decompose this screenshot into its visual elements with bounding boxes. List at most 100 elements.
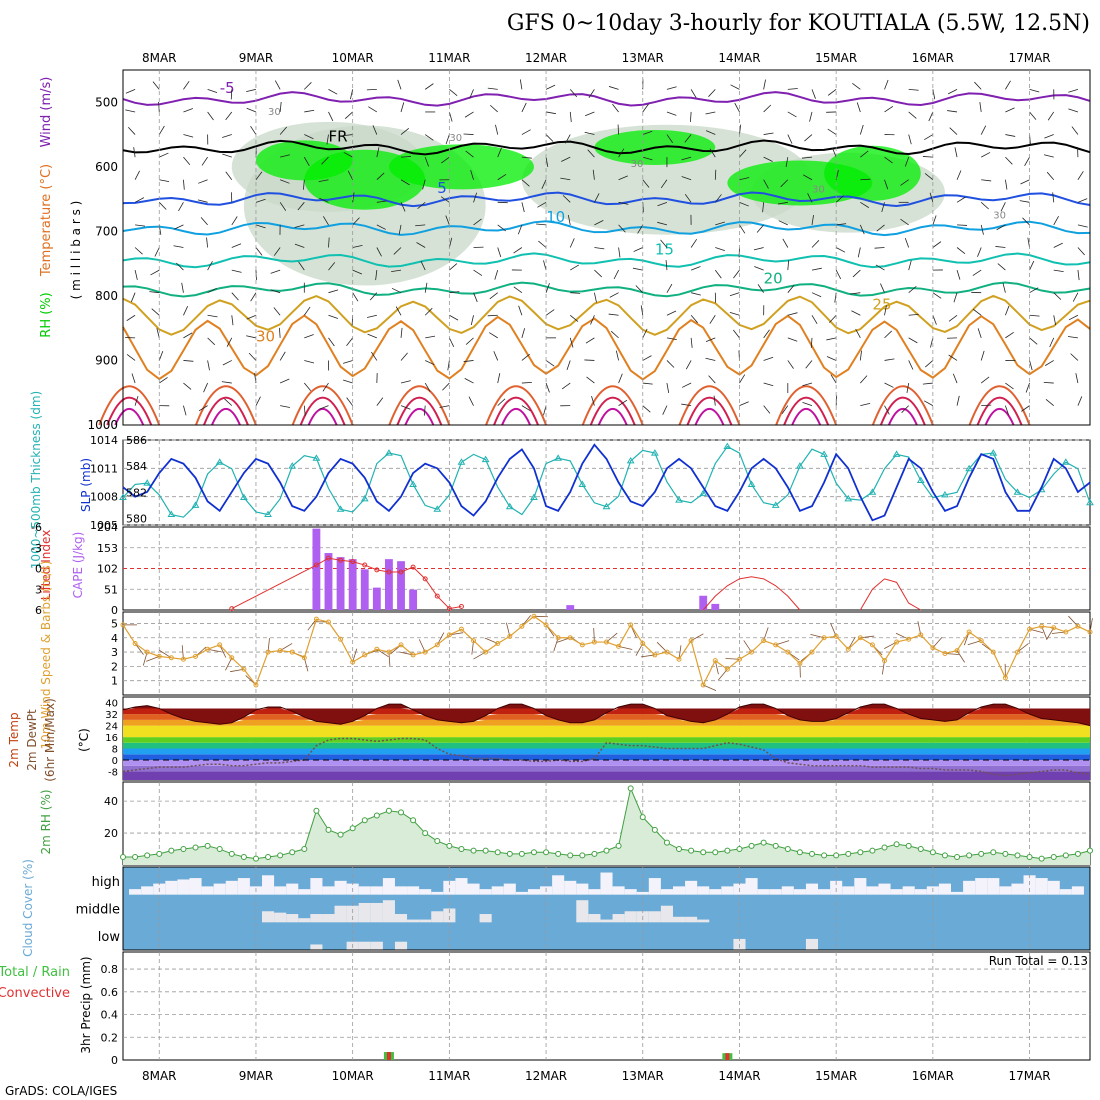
wind-barb [226, 337, 233, 347]
lifted-index-point [338, 557, 344, 563]
wind-barb [642, 355, 652, 361]
wind-barb [584, 359, 595, 361]
wind-barb [425, 335, 436, 339]
wind10m-tick: 5 [111, 617, 118, 630]
rh2m-point [216, 846, 223, 853]
rh2m-point [579, 852, 586, 859]
cloud-cell [612, 886, 625, 895]
wind-barb [134, 270, 138, 280]
date-tick-top: 8MAR [142, 51, 177, 65]
wind-barb [449, 89, 458, 96]
wind-barb [739, 177, 750, 181]
thickness-point [336, 505, 345, 512]
thickness-point [143, 479, 152, 486]
wind-barb [709, 148, 716, 158]
chart-title: GFS 0~10day 3-hourly for KOUTIALA (5.5W,… [507, 11, 1090, 36]
cloud-cell [624, 911, 637, 923]
cloud-cell [769, 889, 782, 895]
wind10m-point [676, 656, 682, 662]
date-tick-bottom: 15MAR [815, 1069, 857, 1083]
wind10m-point [168, 655, 174, 661]
rh-contour-label: 30 [812, 185, 825, 196]
wind-barb [448, 237, 453, 248]
wind-barb [201, 156, 208, 166]
rh2m-point [1074, 850, 1081, 857]
wind-barb [368, 106, 378, 113]
rh-contour-label: 30 [268, 107, 281, 118]
warm-isotherm-loop [388, 385, 451, 426]
wind-barb [206, 237, 209, 248]
wind-barb [588, 89, 595, 98]
wind-barb [424, 382, 431, 392]
isotherm [122, 191, 1091, 208]
rh2m-point [1014, 852, 1021, 859]
wind-barb [585, 337, 595, 344]
pressure-tick: 600 [95, 160, 118, 174]
wind-barb [221, 381, 232, 384]
wind-barb [881, 202, 885, 213]
cloud-cell [310, 944, 323, 950]
wind-barb [922, 382, 933, 385]
wind-barb [489, 332, 498, 339]
pressure-tick: 900 [95, 353, 118, 367]
isotherm [122, 294, 1091, 336]
wind-barb [1025, 382, 1030, 393]
rh2m-point [301, 846, 308, 853]
wind-barb [225, 171, 233, 180]
wind-barb [705, 111, 716, 115]
rh2m-point [470, 847, 477, 854]
thickness-point [554, 454, 563, 461]
wind-barb [304, 360, 315, 364]
wind10m-point [809, 649, 815, 655]
wind-barb [714, 269, 722, 279]
date-tick-top: 14MAR [718, 51, 760, 65]
thickness-point [747, 480, 756, 487]
wind-barb [592, 169, 595, 180]
wind-barb [859, 350, 862, 361]
wind10m-point [277, 648, 283, 654]
wind-barb [835, 195, 844, 203]
cape-tick: 204 [97, 521, 118, 534]
pressure-tick: 800 [95, 289, 118, 303]
wind-barb [811, 267, 822, 271]
wind-barb [521, 202, 525, 213]
cloud-cell [407, 919, 420, 923]
wind-barb [904, 156, 910, 167]
wind10m-point [519, 623, 525, 629]
cloud-cell [805, 938, 819, 950]
rh2m-point [361, 817, 368, 824]
temp2m-tick: -8 [108, 767, 118, 778]
wind-barb [856, 102, 861, 113]
wind-barb [303, 306, 311, 316]
wind-barb [521, 156, 532, 159]
wind10m-point [253, 682, 259, 688]
wind-barb [594, 193, 600, 203]
thickness-point [191, 501, 200, 508]
wind-barb [610, 330, 619, 339]
cloud-cell [588, 914, 601, 923]
wind-barb [231, 269, 242, 273]
wind-barb [932, 292, 942, 299]
wind10m-point [857, 635, 863, 641]
wind-barb [545, 134, 554, 142]
temp2m-ylabel: (°C) [77, 728, 91, 752]
wind-barb [183, 80, 190, 90]
rh2m-point [712, 849, 719, 856]
wind10m-point [132, 640, 138, 646]
cloud-cell [854, 878, 867, 895]
wind-barb [521, 129, 531, 135]
rh2m-point [784, 846, 791, 853]
cloud-cell [491, 886, 504, 895]
wind10m-point [1075, 623, 1081, 629]
wind-barb [255, 171, 263, 180]
thickness-slp-panel: 580 582 584 586 1005 1008 1011 1014 1000~500mb T… [29, 391, 1094, 569]
wind-barb [135, 224, 146, 227]
wind10m-point [894, 639, 900, 645]
wind-barb [400, 156, 412, 158]
cloud-cell [902, 886, 915, 895]
temp2m-tick: 8 [112, 745, 118, 756]
precip-tick: 0.8 [101, 963, 119, 976]
wind-barb [713, 395, 716, 406]
thickness-point [578, 480, 587, 487]
warm-isotherm-loop [694, 407, 725, 426]
